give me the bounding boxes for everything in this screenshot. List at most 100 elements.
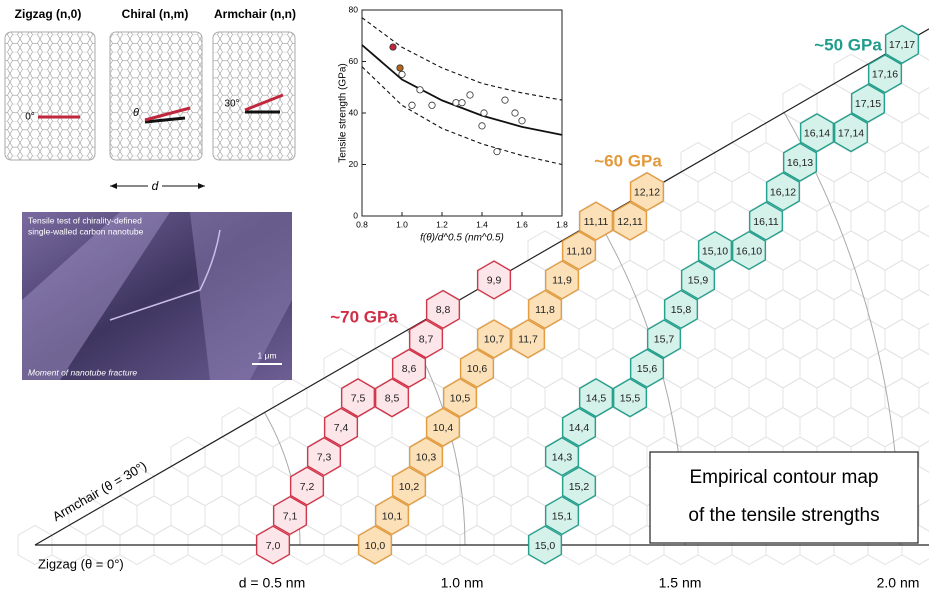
lattice-hex (919, 319, 929, 358)
lattice-hex (222, 467, 256, 506)
chirality-label: 10,0 (365, 540, 386, 552)
y-tick-label: 20 (349, 159, 359, 169)
lattice-hex (596, 290, 630, 329)
lattice-hex (698, 349, 732, 388)
lattice-hex (205, 496, 239, 535)
lattice-hex (477, 437, 511, 476)
lattice-hex (919, 25, 929, 64)
lattice-hex (851, 260, 885, 299)
lattice-hex (919, 84, 929, 123)
chirality-label: 7,2 (300, 481, 315, 493)
micrograph-caption: Moment of nanotube fracture (28, 367, 137, 377)
lattice-hex (137, 496, 171, 535)
lattice-hex (783, 378, 817, 417)
data-point (417, 87, 423, 93)
lattice-hex (460, 467, 494, 506)
lattice-hex (919, 202, 929, 241)
lattice-hex (494, 467, 528, 506)
data-point (409, 102, 415, 108)
chirality-label: 17,16 (872, 69, 898, 81)
lattice-hex (919, 378, 929, 417)
lattice-hex (732, 290, 766, 329)
lattice-hex (749, 378, 783, 417)
lattice-hex (664, 172, 698, 211)
data-point (467, 92, 473, 98)
data-point (512, 110, 518, 116)
data-point (390, 44, 396, 50)
chirality-label: 15,0 (535, 540, 556, 552)
lattice-hex (715, 319, 749, 358)
x-tick-label: 1.0 (396, 219, 408, 229)
lattice-hex (834, 408, 868, 447)
lattice-hex (613, 437, 647, 476)
lattice-hex (868, 172, 902, 211)
diameter-label: d = 0.5 nm (239, 575, 306, 591)
diameter-label: 2.0 nm (877, 575, 920, 591)
lattice-hex (443, 496, 477, 535)
lattice-hex (732, 349, 766, 388)
lattice-hex (188, 467, 222, 506)
chirality-label: 16,12 (770, 186, 796, 198)
chirality-label: 11,7 (518, 334, 538, 346)
lattice-hex (205, 437, 239, 476)
lattice-hex (851, 378, 885, 417)
chirality-label: 10,1 (382, 510, 403, 522)
lattice-hex (885, 319, 919, 358)
chirality-label: 10,5 (450, 393, 471, 405)
figure: Zigzag (n,0) Chiral (n,m) Armchair (n,n)… (0, 0, 929, 598)
lattice-hex (834, 349, 868, 388)
lattice-hex (698, 172, 732, 211)
chirality-label: 11,8 (535, 304, 555, 316)
data-point (479, 123, 485, 129)
chirality-label: 15,7 (654, 334, 675, 346)
chirality-label: 11,11 (584, 216, 609, 228)
data-point (502, 97, 508, 103)
angle-label: 30° (224, 99, 239, 110)
lattice-hex (766, 290, 800, 329)
data-point (429, 102, 435, 108)
y-tick-label: 60 (349, 56, 359, 66)
chirality-label: 17,15 (855, 98, 881, 110)
y-tick-label: 40 (349, 107, 359, 117)
inset-y-label: Tensile strength (GPa) (338, 63, 349, 163)
lattice-hex (919, 437, 929, 476)
chirality-label: 10,3 (416, 451, 437, 463)
lattice-hex (494, 408, 528, 447)
chirality-label: 10,2 (399, 481, 420, 493)
lattice-hex (817, 260, 851, 299)
chiral-tube (110, 32, 202, 160)
lattice-hex (511, 378, 545, 417)
y-tick-label: 80 (349, 4, 359, 14)
x-tick-label: 1.4 (476, 219, 488, 229)
lattice-hex (817, 319, 851, 358)
lattice-hex (783, 319, 817, 358)
strength-label: ~70 GPa (330, 307, 398, 326)
lattice-hex (613, 496, 647, 535)
lattice-hex (868, 408, 902, 447)
data-point (453, 100, 459, 106)
chirality-label: 11,10 (566, 245, 592, 257)
lattice-hex (681, 378, 715, 417)
data-point (399, 71, 405, 77)
chirality-label: 8,7 (419, 334, 434, 346)
lattice-hex (885, 260, 919, 299)
chirality-label: 16,13 (787, 157, 813, 169)
chirality-label: 17,17 (889, 39, 915, 51)
angle-label: θ (133, 107, 139, 119)
inset-x-label: f(θ)/d^0.5 (nm^0.5) (420, 233, 504, 244)
chirality-label: 11,9 (552, 275, 572, 287)
chirality-label: 8,5 (385, 393, 400, 405)
lattice-hex (698, 408, 732, 447)
lattice-hex (103, 496, 137, 535)
lattice-hex (834, 172, 868, 211)
chirality-label: 14,3 (552, 451, 573, 463)
chirality-label: 10,6 (467, 363, 488, 375)
lattice-hex (919, 496, 929, 535)
lattice-hex (800, 290, 834, 329)
inset-plot (362, 10, 562, 216)
chirality-label: 7,5 (351, 393, 366, 405)
data-point (459, 100, 465, 106)
lattice-hex (885, 143, 919, 182)
chirality-label: 10,7 (484, 334, 505, 346)
lattice-hex (902, 290, 929, 329)
